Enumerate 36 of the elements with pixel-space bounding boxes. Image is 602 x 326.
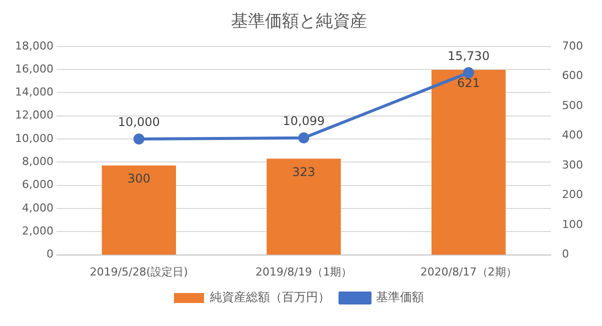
y-tick-label: 18,000 [14, 39, 54, 52]
data-label: 15,730 [448, 48, 490, 63]
point [463, 67, 474, 78]
y2-tick-label: 200 [562, 188, 584, 202]
x-tick-label: 2020/8/17（2期） [420, 265, 517, 278]
bar [431, 70, 506, 255]
legend-label: 純資産総額（百万円） [210, 290, 330, 304]
data-label: 621 [457, 76, 480, 90]
y2-tick-label: 300 [562, 158, 584, 172]
y2-tick-label: 400 [562, 128, 584, 142]
y-tick-label: 0 [46, 248, 54, 261]
data-label: 323 [292, 164, 316, 179]
y-tick-label: 6,000 [22, 178, 54, 192]
point [133, 134, 144, 145]
bar [266, 158, 341, 255]
y2-tick-label: 500 [562, 98, 584, 112]
y-tick-label: 14,000 [14, 86, 54, 99]
y-tick-label: 16,000 [14, 62, 54, 76]
y-tick-label: 12,000 [14, 108, 54, 122]
y-tick-label: 4,000 [22, 201, 54, 214]
data-label: 10,000 [118, 115, 160, 130]
chart-title: 基準価額と純資産 [231, 12, 367, 32]
y2-tick-label: 700 [562, 39, 584, 52]
y-tick-label: 2,000 [22, 224, 54, 238]
y2-tick-label: 600 [562, 69, 584, 82]
x-tick-label: 2019/8/19（1期） [256, 265, 352, 278]
point [298, 132, 310, 144]
y2-tick-label: 0 [562, 248, 570, 261]
y2-tick-label: 100 [562, 218, 584, 231]
data-label: 10,099 [282, 114, 325, 128]
data-label: 300 [127, 172, 150, 186]
y-tick-label: 10,000 [14, 132, 54, 145]
y-tick-label: 8,000 [22, 155, 54, 168]
x-tick-label: 2019/5/28(設定日) [90, 265, 188, 278]
bar [102, 165, 176, 255]
legend-label: 基準価額 [376, 290, 424, 304]
